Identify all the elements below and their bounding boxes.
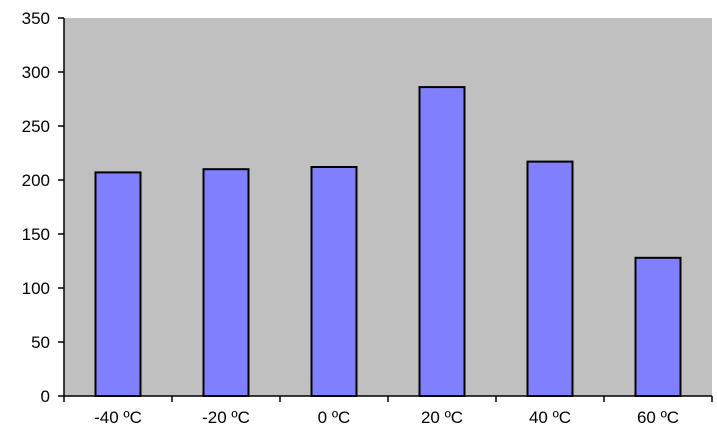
- bar-60c: [634, 256, 682, 397]
- y-tick-label: 100: [22, 279, 50, 298]
- y-tick-label: 0: [41, 387, 50, 406]
- x-axis-ticks: -40 ºC -20 ºC 0 ºC 20 ºC 40 ºC 60 ºC: [63, 396, 713, 427]
- plot-area: [64, 18, 712, 396]
- bar-20c: [418, 86, 466, 397]
- x-tick-label: 40 ºC: [529, 408, 571, 427]
- y-tick-label: 250: [22, 117, 50, 136]
- bar-40c: [526, 160, 574, 397]
- x-tick-label: 60 ºC: [637, 408, 679, 427]
- x-tick-label: 0 ºC: [318, 408, 351, 427]
- y-tick-label: 350: [22, 9, 50, 28]
- bar--40c: [94, 171, 142, 397]
- x-tick-label: -40 ºC: [94, 408, 142, 427]
- bar-0c: [310, 166, 358, 397]
- y-tick-label: 50: [31, 333, 50, 352]
- x-tick-label: 20 ºC: [421, 408, 463, 427]
- y-tick-label: 150: [22, 225, 50, 244]
- bar--20c: [202, 168, 250, 397]
- y-tick-label: 200: [22, 171, 50, 190]
- y-tick-label: 300: [22, 63, 50, 82]
- x-tick-label: -20 ºC: [202, 408, 250, 427]
- y-axis-ticks: 0 50 100 150 200 250 300 350: [22, 9, 64, 406]
- bars-group: [94, 86, 682, 397]
